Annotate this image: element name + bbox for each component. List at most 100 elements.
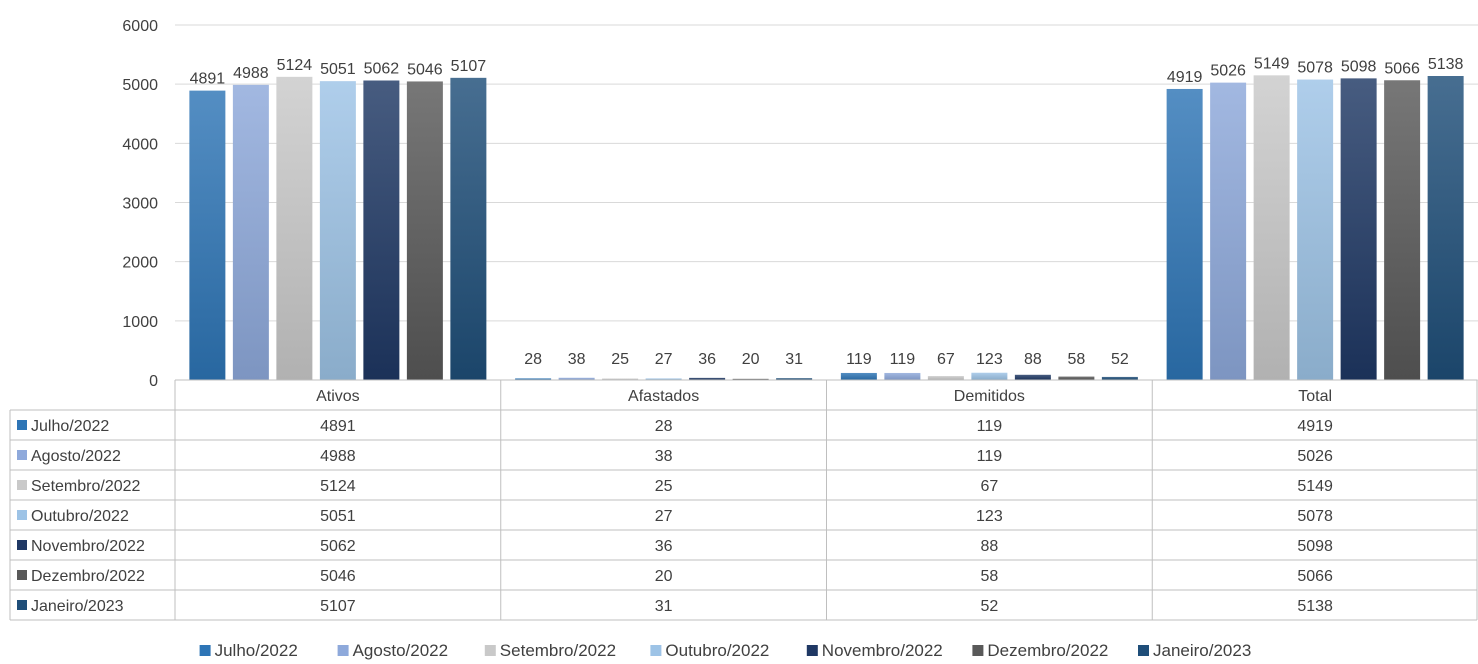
bar: [363, 80, 399, 380]
table-legend-key: [17, 540, 27, 550]
legend-key: [650, 645, 661, 656]
legend-item: Setembro/2022: [485, 641, 616, 660]
legend-item: Janeiro/2023: [1138, 641, 1251, 660]
data-label: 123: [976, 351, 1003, 368]
legend: Julho/2022 Agosto/2022 Setembro/2022 Outubr…: [200, 641, 1252, 660]
table-cell: 5138: [1297, 598, 1333, 615]
legend-label: Julho/2022: [215, 641, 298, 660]
table-cell: 123: [976, 508, 1003, 525]
bar: [1297, 80, 1333, 380]
bar: [450, 78, 486, 380]
table-cell: 5046: [320, 568, 356, 585]
data-label: 5046: [407, 61, 443, 78]
legend-item: Outubro/2022: [650, 641, 769, 660]
bar: [407, 81, 443, 380]
data-label: 36: [698, 351, 716, 368]
legend-label: Dezembro/2022: [987, 641, 1108, 660]
table-cell: 5107: [320, 598, 356, 615]
table-legend-key: [17, 510, 27, 520]
table-cell: 20: [655, 568, 673, 585]
table-cell: 28: [655, 418, 673, 435]
data-label: 27: [655, 351, 673, 368]
table-cell: 119: [977, 448, 1003, 465]
legend-item: Agosto/2022: [338, 641, 448, 660]
data-label: 5026: [1210, 63, 1246, 80]
data-label: 119: [890, 351, 916, 368]
table-legend-key: [17, 480, 27, 490]
table-cell: 4988: [320, 448, 356, 465]
table-cell: 36: [655, 538, 673, 555]
table-cell: 5026: [1297, 448, 1333, 465]
table-row-label: Novembro/2022: [31, 538, 145, 555]
category-label: Ativos: [316, 388, 360, 405]
data-label: 5098: [1341, 58, 1377, 75]
bar: [189, 91, 225, 380]
legend-key: [1138, 645, 1149, 656]
y-tick-label: 3000: [122, 196, 158, 213]
table-cell: 5124: [320, 478, 356, 495]
bar: [1210, 83, 1246, 380]
data-label: 52: [1111, 351, 1129, 368]
bar: [320, 81, 356, 380]
table-cell: 119: [977, 418, 1003, 435]
bar: [1254, 75, 1290, 380]
legend-key: [972, 645, 983, 656]
bar: [1015, 375, 1051, 380]
table-legend-key: [17, 420, 27, 430]
bars: [189, 75, 1463, 380]
table-cell: 4919: [1297, 418, 1333, 435]
data-label: 5062: [364, 60, 400, 77]
bar: [1167, 89, 1203, 380]
data-label: 5051: [320, 61, 356, 78]
y-tick-label: 4000: [122, 136, 158, 153]
bar: [233, 85, 269, 380]
bar: [971, 373, 1007, 380]
y-tick-label: 6000: [122, 18, 158, 35]
legend-label: Agosto/2022: [353, 641, 448, 660]
bar: [1428, 76, 1464, 380]
data-label: 5078: [1297, 60, 1333, 77]
table-legend-key: [17, 450, 27, 460]
category-label: Demitidos: [954, 388, 1025, 405]
legend-key: [485, 645, 496, 656]
legend-item: Novembro/2022: [807, 641, 943, 660]
data-label: 5066: [1384, 60, 1420, 77]
data-label: 31: [785, 351, 803, 368]
table-cell: 5066: [1297, 568, 1333, 585]
table-cell: 5051: [320, 508, 356, 525]
data-label: 4988: [233, 65, 269, 82]
data-label: 4919: [1167, 69, 1203, 86]
data-label: 67: [937, 351, 955, 368]
table-row-label: Outubro/2022: [31, 508, 129, 525]
data-label: 58: [1067, 351, 1085, 368]
y-tick-label: 1000: [122, 314, 158, 331]
legend-key: [200, 645, 211, 656]
table-row-label: Janeiro/2023: [31, 598, 124, 615]
table-legend-key: [17, 600, 27, 610]
table-legend-key: [17, 570, 27, 580]
table-row-label: Dezembro/2022: [31, 568, 145, 585]
table-cell: 5149: [1297, 478, 1333, 495]
table-cell: 5062: [320, 538, 356, 555]
table-cell: 88: [980, 538, 998, 555]
table-cell: 5078: [1297, 508, 1333, 525]
legend-key: [807, 645, 818, 656]
y-tick-label: 5000: [122, 77, 158, 94]
y-tick-label: 2000: [122, 255, 158, 272]
legend-key: [338, 645, 349, 656]
bar: [884, 373, 920, 380]
table-cell: 38: [655, 448, 673, 465]
data-label: 88: [1024, 351, 1042, 368]
data-label: 5149: [1254, 55, 1290, 72]
table-cell: 67: [980, 478, 998, 495]
table-row-label: Setembro/2022: [31, 478, 141, 495]
bar: [1384, 80, 1420, 380]
legend-label: Outubro/2022: [665, 641, 769, 660]
data-label: 25: [611, 351, 629, 368]
data-label: 5138: [1428, 56, 1464, 73]
bar: [276, 77, 312, 380]
y-axis-tick-labels: 0 1000 2000 3000 4000 5000 6000: [122, 18, 158, 390]
legend-label: Setembro/2022: [500, 641, 616, 660]
legend-label: Janeiro/2023: [1153, 641, 1251, 660]
